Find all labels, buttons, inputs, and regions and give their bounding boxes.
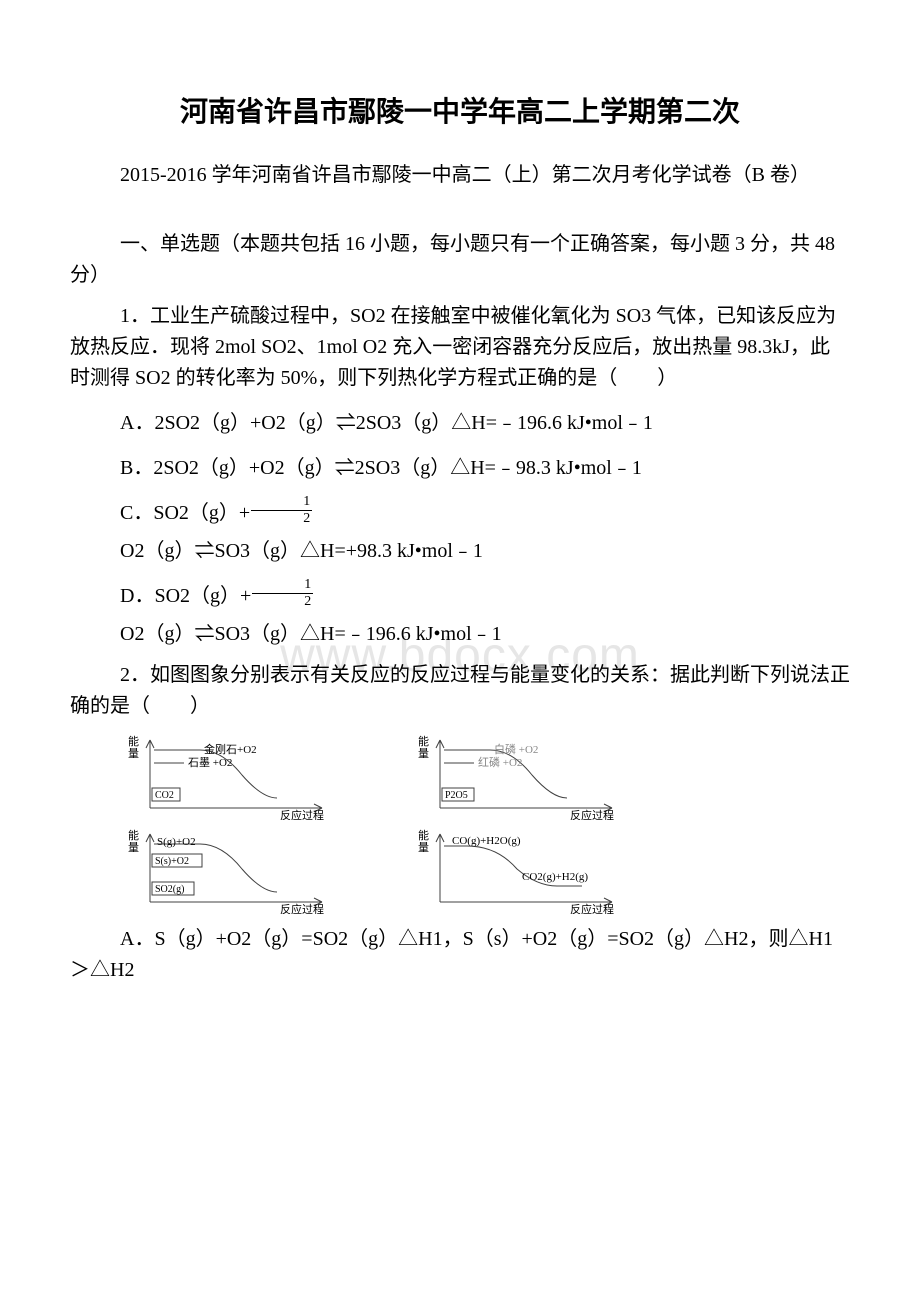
question-1-option-a: A．2SO2（g）+O2（g）⇌2SO3（g）△H=﹣196.6 kJ•mol﹣…: [70, 408, 850, 439]
energy-diagram-4: 能 量 反应过程 CO(g)+H2O(g) CO2(g)+H2(g): [412, 824, 632, 914]
svg-text:P2O5: P2O5: [445, 790, 468, 801]
question-2-stem: 2．如图图象分别表示有关反应的反应过程与能量变化的关系：据此判断下列说法正确的是…: [70, 660, 850, 722]
fraction-half-icon: 12: [251, 495, 312, 526]
section-header: 一、单选题（本题共包括 16 小题，每小题只有一个正确答案，每小题 3 分，共 …: [70, 229, 850, 291]
question-2-option-a: A．S（g）+O2（g）=SO2（g）△H1，S（s）+O2（g）=SO2（g）…: [70, 924, 850, 986]
svg-text:量: 量: [418, 747, 429, 760]
question-1-option-b: B．2SO2（g）+O2（g）⇌2SO3（g）△H=﹣98.3 kJ•mol﹣1: [70, 453, 850, 484]
svg-text:反应过程: 反应过程: [570, 902, 614, 914]
energy-diagram-3: 能 量 反应过程 S(g)+O2 S(s)+O2 SO2(g): [122, 824, 342, 914]
svg-text:反应过程: 反应过程: [280, 902, 324, 914]
svg-text:量: 量: [128, 841, 139, 854]
svg-text:反应过程: 反应过程: [570, 808, 614, 820]
diagram-row-2: 能 量 反应过程 S(g)+O2 S(s)+O2 SO2(g): [122, 824, 850, 914]
document-title: 河南省许昌市鄢陵一中学年高二上学期第二次: [70, 90, 850, 130]
diagram-row-1: 能 量 反应过程 金刚石+O2 石墨 +O2 CO2: [122, 730, 850, 820]
svg-text:白磷 +O2: 白磷 +O2: [494, 742, 538, 756]
svg-text:石墨 +O2: 石墨 +O2: [188, 756, 232, 769]
energy-diagram-2: 能 量 反应过程 白磷 +O2 红磷 +O2 P2O5: [412, 730, 632, 820]
svg-text:量: 量: [128, 747, 139, 760]
question-1-stem: 1．工业生产硫酸过程中，SO2 在接触室中被催化氧化为 SO3 气体，已知该反应…: [70, 301, 850, 394]
document-content: 河南省许昌市鄢陵一中学年高二上学期第二次 2015-2016 学年河南省许昌市鄢…: [70, 90, 850, 986]
question-1-option-c: C．SO2（g）+12: [70, 498, 850, 530]
fraction-half-icon: 12: [252, 578, 313, 609]
svg-text:金刚石+O2: 金刚石+O2: [204, 742, 257, 756]
svg-text:量: 量: [418, 841, 429, 854]
question-1-option-c-cont: O2（g）⇌SO3（g）△H=+98.3 kJ•mol﹣1: [70, 536, 850, 567]
option-d-prefix: D．SO2（g）+: [120, 585, 251, 607]
svg-text:红磷 +O2: 红磷 +O2: [478, 756, 522, 769]
option-c-prefix: C．SO2（g）+: [120, 502, 250, 524]
question-1-option-d-cont: O2（g）⇌SO3（g）△H=﹣196.6 kJ•mol﹣1: [70, 619, 850, 650]
svg-text:反应过程: 反应过程: [280, 808, 324, 820]
svg-text:CO(g)+H2O(g): CO(g)+H2O(g): [452, 835, 521, 847]
svg-text:能: 能: [128, 828, 139, 842]
question-2-diagrams: 能 量 反应过程 金刚石+O2 石墨 +O2 CO2: [122, 730, 850, 914]
question-1-option-d: D．SO2（g）+12: [70, 581, 850, 613]
svg-text:能: 能: [128, 734, 139, 748]
document-subtitle: 2015-2016 学年河南省许昌市鄢陵一中高二（上）第二次月考化学试卷（B 卷…: [70, 160, 850, 191]
svg-text:能: 能: [418, 828, 429, 842]
svg-text:S(g)+O2: S(g)+O2: [157, 836, 196, 848]
energy-diagram-1: 能 量 反应过程 金刚石+O2 石墨 +O2 CO2: [122, 730, 342, 820]
svg-text:CO2: CO2: [155, 790, 174, 801]
svg-text:SO2(g): SO2(g): [155, 884, 184, 895]
svg-text:S(s)+O2: S(s)+O2: [155, 856, 189, 867]
svg-text:能: 能: [418, 734, 429, 748]
svg-text:CO2(g)+H2(g): CO2(g)+H2(g): [522, 871, 588, 883]
